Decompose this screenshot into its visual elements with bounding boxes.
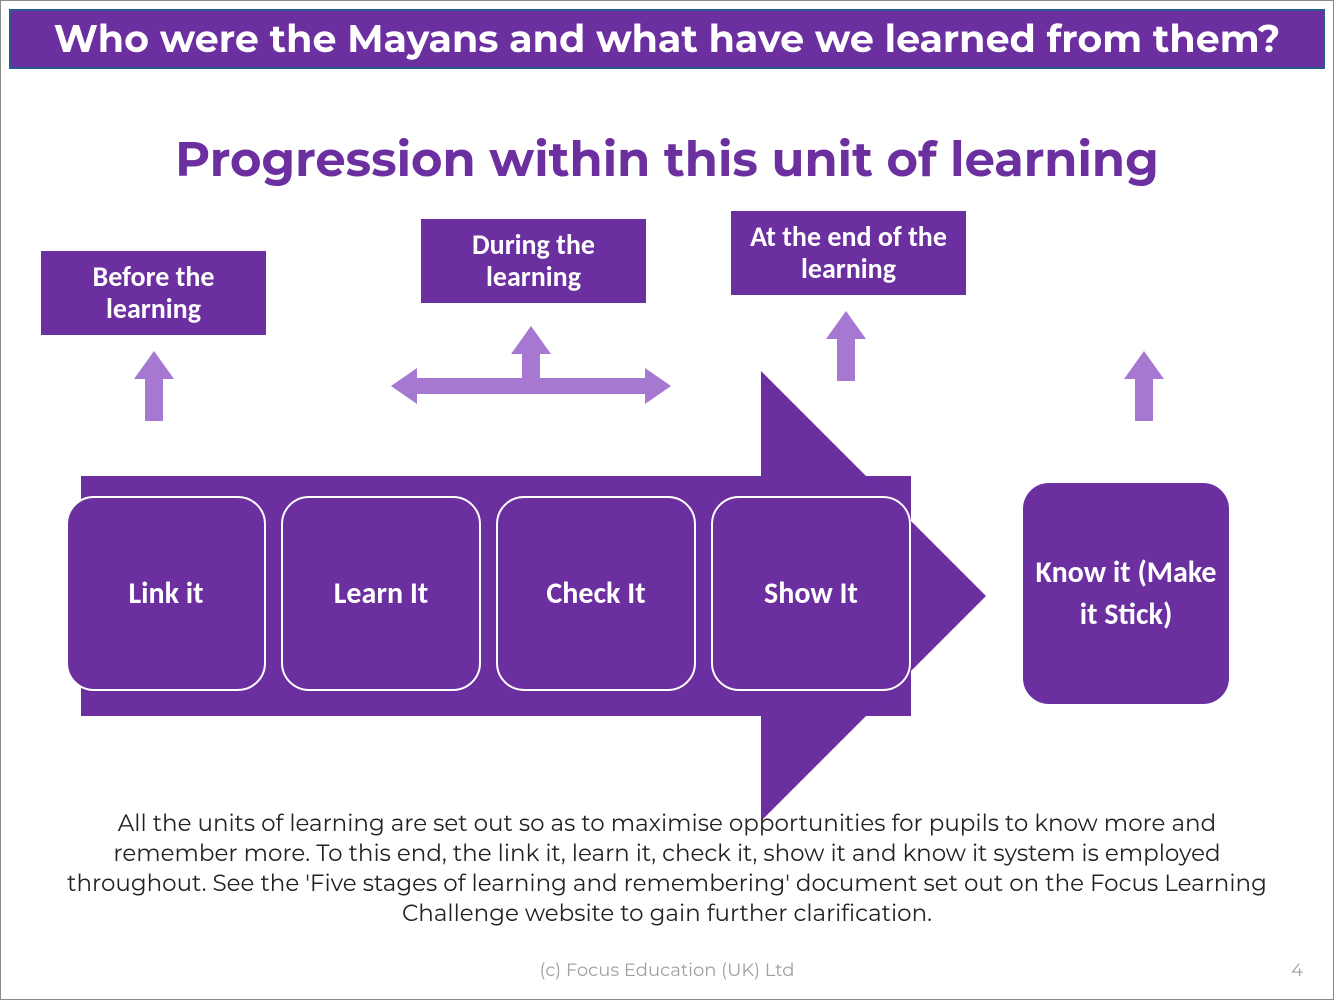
page-title: Who were the Mayans and what have we lea…	[51, 17, 1283, 61]
stage-box-link: Link it	[66, 496, 266, 691]
stage-box-know: Know it (Make it Stick)	[1021, 481, 1231, 706]
up-arrow-icon	[833, 311, 859, 381]
slide: Who were the Mayans and what have we lea…	[0, 0, 1334, 1000]
stage-box-label: Know it (Make it Stick)	[1031, 552, 1221, 636]
phase-label-before: Before the learning	[41, 251, 266, 335]
stage-box-label: Show It	[764, 564, 858, 624]
header-bar: Who were the Mayans and what have we lea…	[9, 9, 1325, 69]
footer-copyright: (c) Focus Education (UK) Ltd	[1, 959, 1333, 981]
stage-box-label: Check It	[546, 573, 645, 615]
stage-box-learn: Learn It	[281, 496, 481, 691]
subtitle: Progression within this unit of learning	[1, 131, 1333, 189]
progression-diagram: Before the learning During the learning …	[1, 211, 1333, 811]
body-paragraph: All the units of learning are set out so…	[61, 809, 1273, 929]
stage-box-label: Link it	[128, 573, 203, 615]
stage-box-label: Learn It	[334, 573, 429, 615]
page-number: 4	[1291, 959, 1303, 981]
phase-label-text: During the learning	[472, 227, 595, 294]
phase-label-end: At the end of the learning	[731, 211, 966, 295]
phase-label-text: Before the learning	[93, 259, 215, 326]
phase-label-text: At the end of the learning	[750, 219, 947, 286]
bi-arrow-icon	[391, 326, 671, 421]
up-arrow-icon	[141, 351, 167, 421]
stage-box-check: Check It	[496, 496, 696, 691]
up-arrow-icon	[1131, 351, 1157, 421]
phase-label-during: During the learning	[421, 219, 646, 303]
stage-box-show: Show It	[711, 496, 911, 691]
